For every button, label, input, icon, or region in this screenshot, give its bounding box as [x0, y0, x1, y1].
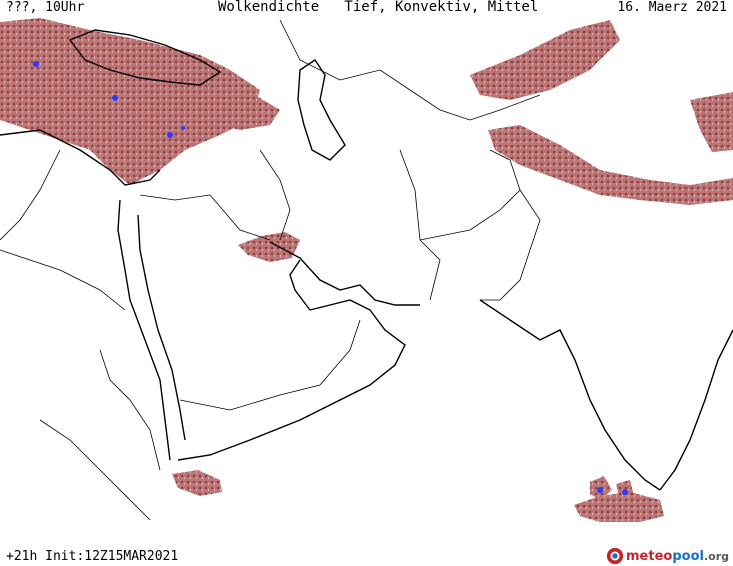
- coastline-black-sea: [68, 29, 222, 86]
- convective-cell: [167, 132, 173, 138]
- coastline-india-east: [659, 329, 733, 491]
- convective-cell: [112, 95, 118, 101]
- map-title: Wolkendichte Tief, Konvektiv, Mittel: [218, 0, 539, 15]
- coastlines: [0, 29, 733, 491]
- cloud-patch-indian-ocean: [574, 492, 664, 522]
- border-libya-egypt: [0, 149, 61, 241]
- cloud-patch-central-asia: [470, 20, 620, 100]
- border-central-asia: [279, 19, 541, 121]
- coastline-red-sea-west: [117, 199, 171, 461]
- cloud-patch-turkey: [0, 18, 260, 185]
- convective-cell: [622, 489, 628, 495]
- border-afghanistan-pakistan: [419, 149, 521, 241]
- model-run-label: +21h Init:12Z15MAR2021: [6, 549, 179, 564]
- coastline-mediterranean: [0, 129, 161, 186]
- convective-cell: [597, 487, 603, 493]
- border-iran-afghanistan: [399, 149, 441, 301]
- coastline-red-sea-east: [137, 214, 186, 441]
- map-header: ???, 10Uhr Wolkendichte Tief, Konvektiv,…: [0, 0, 733, 18]
- border-iraq-iran: [259, 149, 291, 241]
- cloud-patches: [0, 18, 733, 522]
- convective-cells: [33, 61, 628, 495]
- valid-time-label: ???, 10Uhr: [6, 0, 85, 15]
- border-saudi-yemen-oman: [179, 319, 361, 411]
- logo-text-pool: pool: [672, 548, 704, 564]
- border-arabia-north: [139, 194, 271, 241]
- border-ethiopia: [39, 419, 151, 521]
- map-footer: +21h Init:12Z15MAR2021 meteo pool .org: [0, 530, 733, 566]
- cloud-patch-himalaya: [488, 125, 733, 205]
- convective-cell: [33, 61, 39, 67]
- coastline-persian-gulf: [269, 241, 420, 306]
- coastline-caspian: [297, 59, 346, 161]
- logo-text-org: .org: [703, 549, 729, 563]
- cloud-patch-china-east: [690, 92, 733, 152]
- cloud-density-map: [0, 18, 733, 522]
- border-east-africa: [99, 349, 161, 471]
- logo-text-meteo: meteo: [626, 548, 673, 564]
- border-egypt-sudan: [0, 249, 126, 311]
- meteopool-logo-icon: [606, 547, 624, 565]
- coastline-arabia-south: [177, 259, 406, 461]
- convective-cell: [181, 126, 185, 130]
- cloud-patch-caucasus: [170, 80, 280, 130]
- cloud-patch-yemen: [172, 470, 222, 496]
- valid-date-label: 16. Maerz 2021: [617, 0, 727, 15]
- border-pakistan-india: [480, 189, 541, 301]
- country-borders: [0, 19, 541, 521]
- cloud-patch-persian-gulf: [238, 232, 300, 262]
- coastline-india-west: [479, 299, 661, 491]
- meteopool-logo[interactable]: meteo pool .org: [606, 545, 729, 566]
